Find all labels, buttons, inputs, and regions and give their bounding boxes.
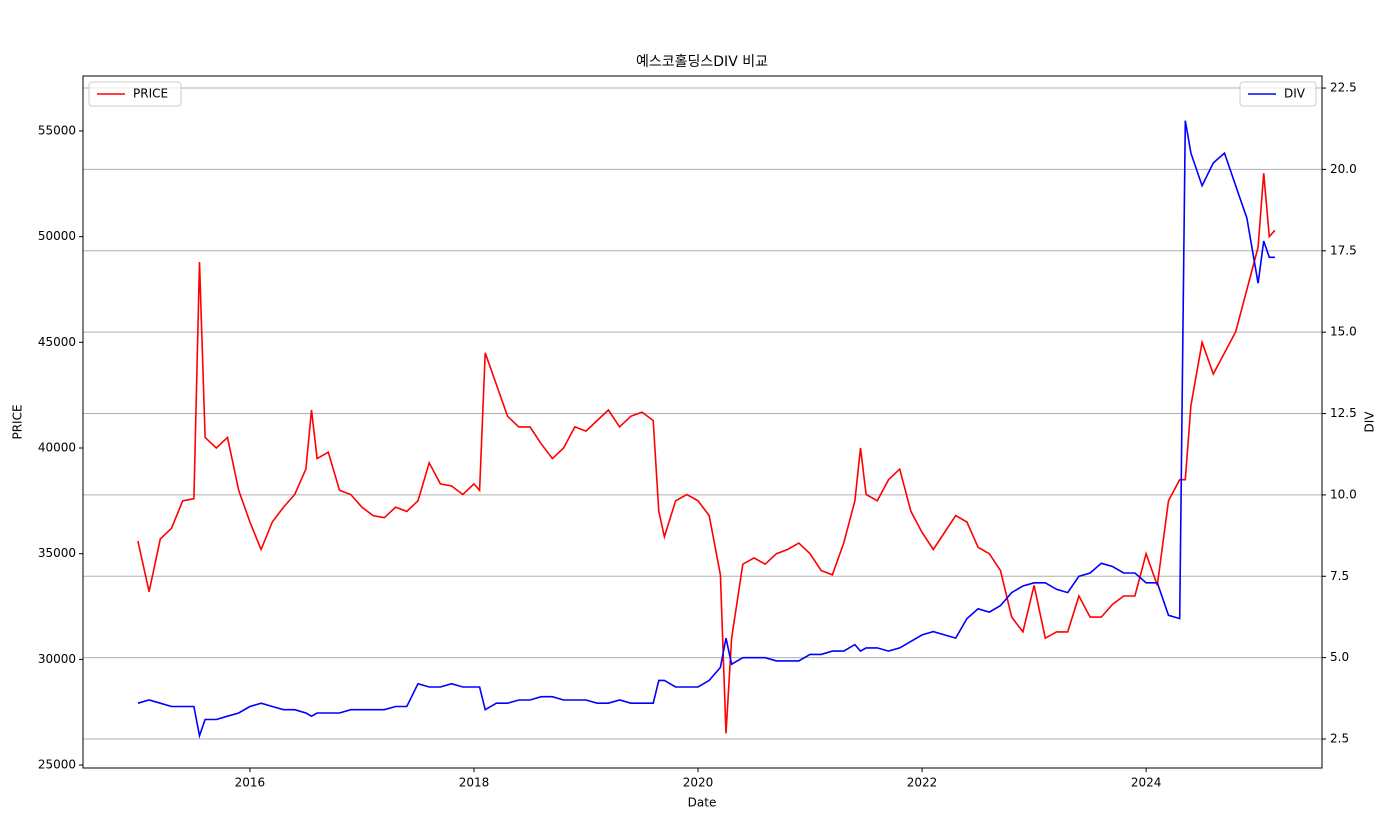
legend-label: PRICE [133, 87, 168, 101]
x-tick-label: 2024 [1131, 776, 1162, 790]
y2-tick-label: 20.0 [1330, 162, 1357, 176]
y2-axis-label: DIV [1363, 411, 1377, 433]
x-tick-label: 2020 [683, 776, 714, 790]
x-tick-label: 2016 [235, 776, 266, 790]
y2-tick-label: 10.0 [1330, 487, 1357, 501]
x-axis-label: Date [688, 796, 717, 810]
y-tick-label: 30000 [38, 652, 76, 666]
y2-tick-label: 15.0 [1330, 325, 1357, 339]
y-tick-label: 50000 [38, 229, 76, 243]
y2-tick-label: 5.0 [1330, 650, 1349, 664]
y-tick-label: 35000 [38, 546, 76, 560]
y-tick-label: 25000 [38, 758, 76, 772]
legend-box [1239, 81, 1317, 107]
y2-tick-label: 12.5 [1330, 406, 1357, 420]
chart-title: 예스코홀딩스DIV 비교 [636, 54, 768, 70]
y-tick-label: 45000 [38, 335, 76, 349]
legend-box [88, 81, 182, 107]
y-axis-label: PRICE [11, 404, 25, 439]
y-tick-label: 55000 [38, 123, 76, 137]
line-series [137, 173, 1276, 734]
plot-frame [82, 75, 1323, 769]
y2-tick-label: 22.5 [1330, 81, 1357, 95]
line-series [137, 120, 1275, 739]
y2-tick-label: 2.5 [1330, 732, 1349, 746]
y-tick-label: 40000 [38, 440, 76, 454]
legend-label: DIV [1284, 87, 1306, 101]
x-tick-label: 2022 [907, 776, 938, 790]
x-tick-label: 2018 [459, 776, 490, 790]
y2-tick-label: 7.5 [1330, 569, 1349, 583]
y2-tick-label: 17.5 [1330, 243, 1357, 257]
